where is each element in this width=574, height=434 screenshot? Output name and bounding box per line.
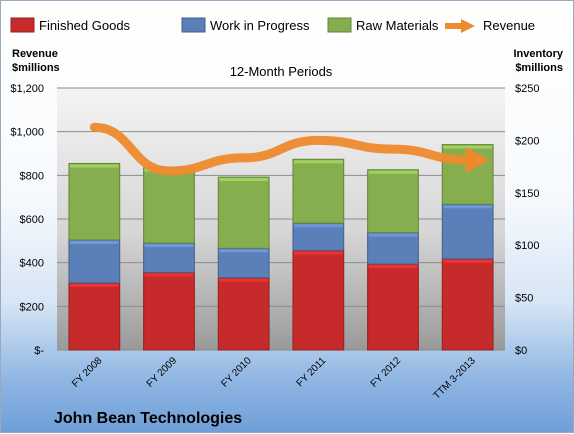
chart-title: John Bean Technologies (54, 410, 242, 427)
left-tick-label: $200 (20, 301, 44, 313)
bar-raw-materials (144, 168, 195, 243)
bar-raw-materials (69, 163, 120, 240)
bar-work-in-progress (69, 240, 120, 283)
left-tick-label: $400 (20, 258, 44, 270)
bar-raw-materials (218, 177, 269, 248)
bar-highlight (294, 251, 343, 254)
bar-work-in-progress (218, 248, 269, 277)
bar-finished-goods (218, 278, 269, 350)
right-tick-label: $150 (515, 188, 539, 200)
bar-work-in-progress (368, 233, 419, 264)
bar-highlight (219, 249, 268, 252)
right-axis-title: Inventory$millions (513, 48, 563, 74)
bar-highlight (294, 224, 343, 227)
bar-work-in-progress (293, 223, 344, 250)
bar-finished-goods (144, 272, 195, 350)
left-tick-label: $800 (20, 170, 44, 182)
right-tick-label: $50 (515, 293, 533, 305)
bar-highlight (219, 279, 268, 282)
bar-work-in-progress (442, 204, 493, 258)
legend-label-revenue: Revenue (483, 18, 535, 33)
legend: Finished Goods Work in Progress Raw Materi… (11, 18, 535, 33)
legend-swatch-work-in-progress (182, 18, 205, 32)
left-tick-label: $1,200 (10, 83, 44, 95)
bar-highlight (145, 244, 194, 247)
bar-highlight (70, 241, 119, 244)
bar-highlight (70, 164, 119, 167)
left-tick-label: $600 (20, 214, 44, 226)
x-tick-label: FY 2010 (219, 355, 254, 390)
left-tick-label: $1,000 (10, 127, 44, 139)
left-axis-ticks: $- $200 $400 $600 $800 $1,000 $1,200 (10, 83, 44, 357)
left-tick-label: $- (34, 345, 44, 357)
x-tick-label: FY 2012 (369, 355, 404, 390)
legend-label-raw-materials: Raw Materials (356, 18, 439, 33)
right-tick-label: $0 (515, 345, 527, 357)
bar-work-in-progress (144, 243, 195, 272)
legend-swatch-finished-goods (11, 18, 34, 32)
bar-finished-goods (442, 259, 493, 350)
bar-highlight (369, 171, 418, 174)
bar-highlight (219, 178, 268, 181)
x-tick-label: FY 2008 (70, 355, 105, 390)
right-tick-label: $100 (515, 240, 539, 252)
bar-finished-goods (69, 283, 120, 350)
bar-raw-materials (293, 159, 344, 223)
bar-highlight (145, 273, 194, 276)
legend-swatch-raw-materials (328, 18, 351, 32)
legend-label-finished-goods: Finished Goods (39, 18, 131, 33)
x-tick-label: FY 2009 (145, 355, 180, 390)
x-axis-ticks: FY 2008 FY 2009 FY 2010 FY 2011 FY 2012 TTM 3… (70, 355, 478, 402)
bar-highlight (443, 260, 492, 263)
bar-highlight (369, 265, 418, 268)
right-tick-label: $200 (515, 135, 539, 147)
x-tick-label: FY 2011 (295, 355, 329, 389)
right-axis-ticks: $0 $50 $100 $150 $200 $250 (515, 83, 539, 357)
chart-subtitle: 12-Month Periods (230, 64, 333, 79)
bar-highlight (369, 234, 418, 237)
legend-label-work-in-progress: Work in Progress (210, 18, 310, 33)
left-axis-title: Revenue$millions (12, 48, 60, 74)
x-tick-label: TTM 3-2013 (431, 355, 478, 402)
bar-highlight (443, 205, 492, 208)
legend-swatch-revenue-arrow (461, 19, 475, 33)
bar-highlight (70, 284, 119, 287)
bar-finished-goods (368, 264, 419, 350)
bar-raw-materials (368, 170, 419, 233)
bar-highlight (294, 160, 343, 163)
right-tick-label: $250 (515, 83, 539, 95)
bar-finished-goods (293, 250, 344, 350)
